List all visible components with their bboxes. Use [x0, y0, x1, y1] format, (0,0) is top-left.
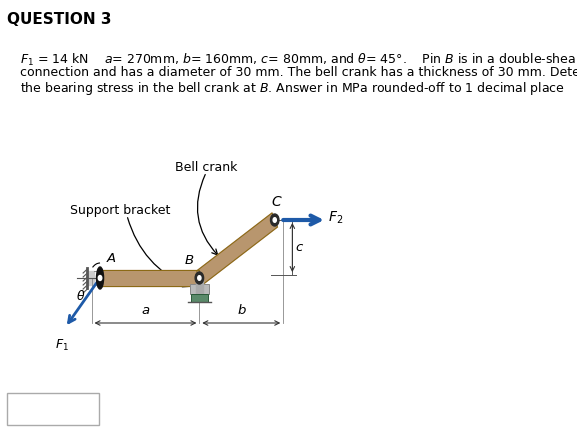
Polygon shape — [100, 270, 200, 286]
Text: $\it{F}$$_2$: $\it{F}$$_2$ — [328, 210, 343, 226]
Text: C: C — [271, 195, 281, 209]
Text: θ: θ — [77, 290, 84, 303]
Circle shape — [195, 272, 204, 284]
Ellipse shape — [96, 267, 103, 289]
Text: B: B — [185, 253, 194, 267]
Bar — [7, 393, 99, 425]
Text: A: A — [107, 252, 116, 264]
Text: $\it{F}$$_1$ = 14 kN    $\it{a}$= 270mm, $\it{b}$= 160mm, $\it{c}$= 80mm, and $\: $\it{F}$$_1$ = 14 kN $\it{a}$= 270mm, $\… — [20, 52, 577, 68]
Text: connection and has a diameter of 30 mm. The bell crank has a thickness of 30 mm.: connection and has a diameter of 30 mm. … — [20, 66, 577, 79]
Circle shape — [198, 276, 201, 280]
Polygon shape — [196, 280, 203, 294]
Circle shape — [273, 218, 276, 222]
Bar — [191, 294, 208, 302]
Text: b: b — [237, 304, 245, 317]
Circle shape — [271, 214, 279, 226]
Text: c: c — [296, 241, 303, 254]
Text: the bearing stress in the bell crank at $\it{B}$. Answer in MPa rounded-off to 1: the bearing stress in the bell crank at … — [20, 80, 565, 97]
Bar — [189, 284, 209, 294]
Text: Bell crank: Bell crank — [175, 161, 237, 173]
Circle shape — [98, 275, 102, 281]
Text: Support bracket: Support bracket — [70, 203, 171, 216]
Text: a: a — [141, 304, 149, 317]
Polygon shape — [87, 271, 95, 285]
Text: $\it{F}$$_1$: $\it{F}$$_1$ — [55, 337, 69, 352]
Text: QUESTION 3: QUESTION 3 — [7, 12, 111, 27]
Polygon shape — [197, 213, 278, 285]
